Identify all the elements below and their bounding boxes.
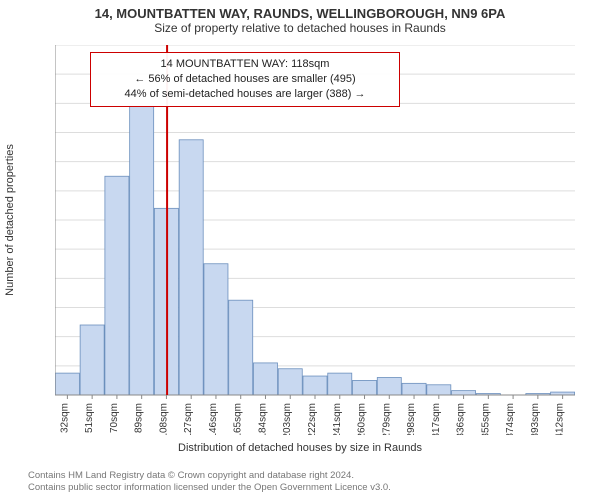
x-tick-label: 279sqm	[381, 403, 392, 435]
x-tick-label: 108sqm	[158, 403, 169, 435]
chart-container: 14, MOUNTBATTEN WAY, RAUNDS, WELLINGBORO…	[0, 0, 600, 500]
x-tick-label: 393sqm	[530, 403, 541, 435]
x-tick-label: 70sqm	[109, 403, 120, 433]
callout-line1: 14 MOUNTBATTEN WAY: 118sqm	[99, 57, 391, 72]
callout-line2: ← 56% of detached houses are smaller (49…	[99, 72, 391, 87]
footer-attribution: Contains HM Land Registry data © Crown c…	[28, 470, 391, 494]
x-axis-caption: Distribution of detached houses by size …	[0, 442, 600, 454]
x-tick-label: 32sqm	[59, 403, 70, 433]
title-main: 14, MOUNTBATTEN WAY, RAUNDS, WELLINGBORO…	[0, 0, 600, 21]
x-tick-label: 222sqm	[307, 403, 318, 435]
x-tick-label: 165sqm	[233, 403, 244, 435]
x-tick-label: 241sqm	[332, 403, 343, 435]
x-tick-label: 374sqm	[505, 403, 516, 435]
x-tick-label: 127sqm	[183, 403, 194, 435]
x-tick-label: 51sqm	[84, 403, 95, 433]
x-tick-label: 336sqm	[456, 403, 467, 435]
x-tick-label: 146sqm	[208, 403, 219, 435]
title-sub: Size of property relative to detached ho…	[0, 21, 600, 35]
x-tick-label: 203sqm	[282, 403, 293, 435]
x-tick-label: 412sqm	[555, 403, 566, 435]
x-tick-label: 260sqm	[357, 403, 368, 435]
callout-line3: 44% of semi-detached houses are larger (…	[99, 87, 391, 102]
footer-line2: Contains public sector information licen…	[28, 482, 391, 494]
x-tick-label: 184sqm	[257, 403, 268, 435]
x-tick-label: 317sqm	[431, 403, 442, 435]
footer-line1: Contains HM Land Registry data © Crown c…	[28, 470, 391, 482]
x-tick-label: 298sqm	[406, 403, 417, 435]
marker-callout: 14 MOUNTBATTEN WAY: 118sqm ← 56% of deta…	[90, 52, 400, 107]
y-axis-label: Number of detached properties	[0, 45, 20, 395]
x-tick-label: 355sqm	[480, 403, 491, 435]
x-tick-label: 89sqm	[134, 403, 145, 433]
